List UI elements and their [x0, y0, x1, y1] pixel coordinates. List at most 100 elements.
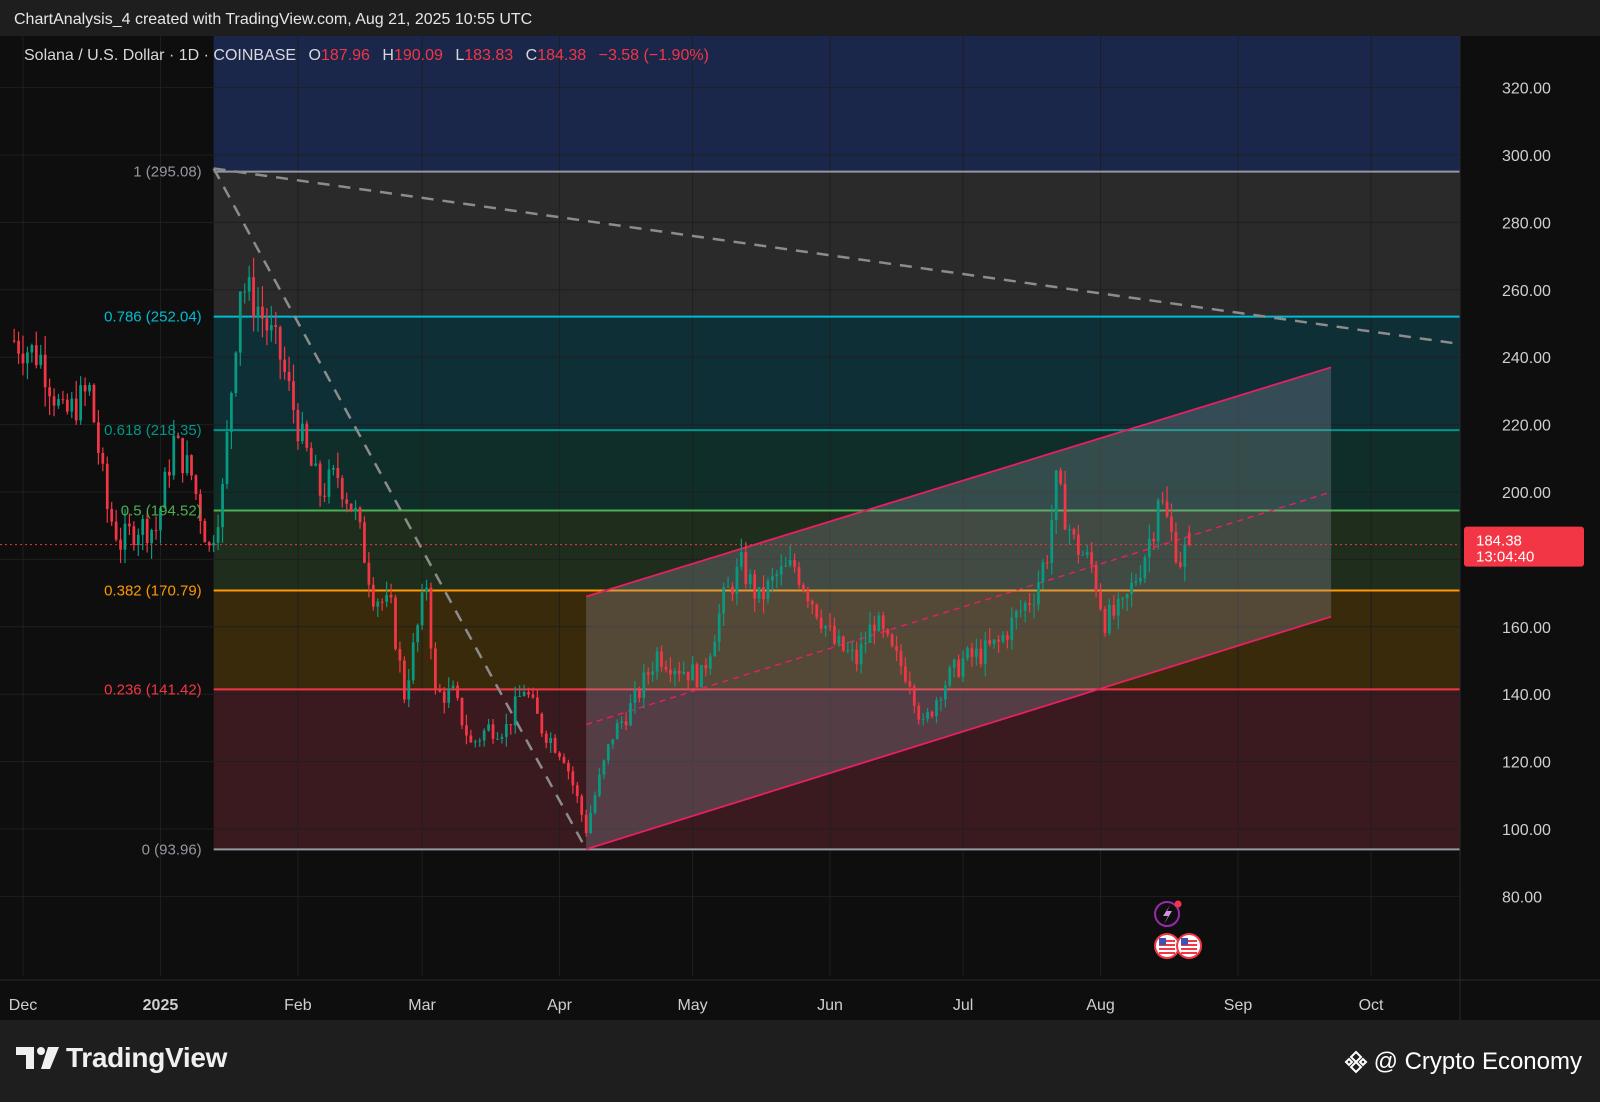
candle-body [34, 345, 38, 366]
chart-area[interactable]: 1 (295.08) 0.786 (252.04) 0.618 (218.35) 0.… [0, 36, 1600, 1020]
candle-body [1134, 581, 1138, 583]
candle-body [824, 625, 827, 629]
candle-body [376, 601, 380, 607]
candle-body [420, 592, 424, 626]
flag-stripe [1181, 948, 1198, 950]
candle-body [1032, 604, 1036, 606]
bar-countdown: 13:04:40 [1476, 549, 1534, 566]
candle-body [1152, 538, 1156, 542]
candle-body [101, 453, 105, 464]
candle-body [1081, 554, 1085, 556]
candle-body [1076, 534, 1080, 555]
candle-body [624, 721, 628, 726]
candle-body [691, 664, 694, 681]
fib-label-0.618: 0.618 (218.35) [104, 422, 202, 439]
candle-body [664, 666, 668, 670]
candle-body [190, 455, 193, 476]
candle-body [744, 552, 748, 585]
price-tick-label: 160.00 [1502, 620, 1551, 637]
candle-body [1108, 604, 1111, 633]
candle-body [496, 738, 499, 740]
candle-body [385, 594, 388, 602]
candle-body [48, 387, 51, 397]
candle-body [669, 669, 672, 675]
candle-body [83, 385, 87, 392]
candle-body [300, 423, 304, 442]
price-chart[interactable]: 1 (295.08) 0.786 (252.04) 0.618 (218.35) 0.… [0, 36, 1600, 1020]
candle-body [864, 642, 867, 644]
candle-body [447, 688, 451, 703]
price-tick-label: 300.00 [1502, 148, 1551, 165]
candle-body [850, 649, 854, 651]
candle-body [841, 636, 845, 651]
fib-band-above-1 [213, 36, 1461, 172]
candle-body [766, 580, 770, 600]
candle-body [389, 594, 393, 598]
candle-body [123, 523, 127, 550]
candle-body [332, 468, 335, 470]
flag-canton [1181, 938, 1189, 945]
candle-body [1121, 598, 1125, 600]
candle-body [536, 697, 539, 714]
candle-body [429, 587, 433, 649]
candle-body [549, 737, 553, 743]
candle-body [708, 656, 712, 669]
candle-body [527, 692, 530, 695]
tradingview-logo-text: TradingView [66, 1042, 228, 1073]
candle-body [912, 686, 916, 706]
candle-body [150, 530, 153, 544]
channel-upper-line [585, 366, 1332, 598]
candle-body [451, 685, 455, 689]
candle-body [571, 771, 575, 786]
tradingview-logo[interactable]: TradingView [16, 1040, 227, 1076]
fib-band-5 [213, 689, 1461, 850]
candle-body [704, 665, 708, 669]
candle-body [1041, 562, 1045, 583]
price-tick-label: 140.00 [1502, 687, 1551, 704]
candle-body [185, 455, 189, 474]
candle-body [779, 566, 783, 575]
candle-body [1028, 603, 1031, 605]
candle-body [261, 306, 264, 319]
candle-body [238, 291, 242, 353]
candle-body [398, 648, 402, 661]
candle-body [961, 658, 965, 677]
flag-stripe [1159, 940, 1176, 942]
candle-body [1178, 562, 1182, 567]
candle-body [230, 393, 233, 432]
candle-body [1165, 501, 1169, 517]
candle-body [402, 660, 406, 700]
low-label: L [455, 47, 465, 64]
candle-body [868, 624, 872, 643]
candle-body [318, 463, 322, 496]
candle-body [775, 574, 779, 577]
candle-body [642, 672, 646, 698]
candle-body [154, 530, 158, 532]
candle-body [966, 648, 969, 659]
candle-body [163, 471, 167, 509]
candle-body [416, 625, 420, 643]
candle-body [1094, 564, 1098, 592]
flag-stripe [1181, 940, 1198, 942]
time-tick-label: Apr [547, 997, 573, 1014]
candle-body [367, 562, 371, 585]
candle-body [943, 685, 947, 700]
last-price-value: 184.38 [1476, 533, 1522, 550]
candle-body [562, 756, 566, 763]
candle-body [167, 471, 171, 476]
fib-label-1: 1 (295.08) [133, 164, 201, 181]
lightning-event-icon[interactable] [1154, 901, 1181, 927]
candle-body [833, 625, 836, 644]
candle-body [771, 576, 774, 581]
channel-lower-line [585, 615, 1332, 851]
candle-body [1023, 603, 1027, 611]
candle-body [589, 812, 592, 834]
lightning-bolt-icon [1163, 905, 1173, 924]
candle-body [1174, 531, 1178, 563]
candle-body [660, 651, 663, 667]
candle-body [717, 613, 721, 642]
candle-body [252, 277, 255, 318]
open-label: O [308, 47, 321, 64]
candle-body [598, 774, 601, 796]
candle-body [531, 694, 535, 698]
